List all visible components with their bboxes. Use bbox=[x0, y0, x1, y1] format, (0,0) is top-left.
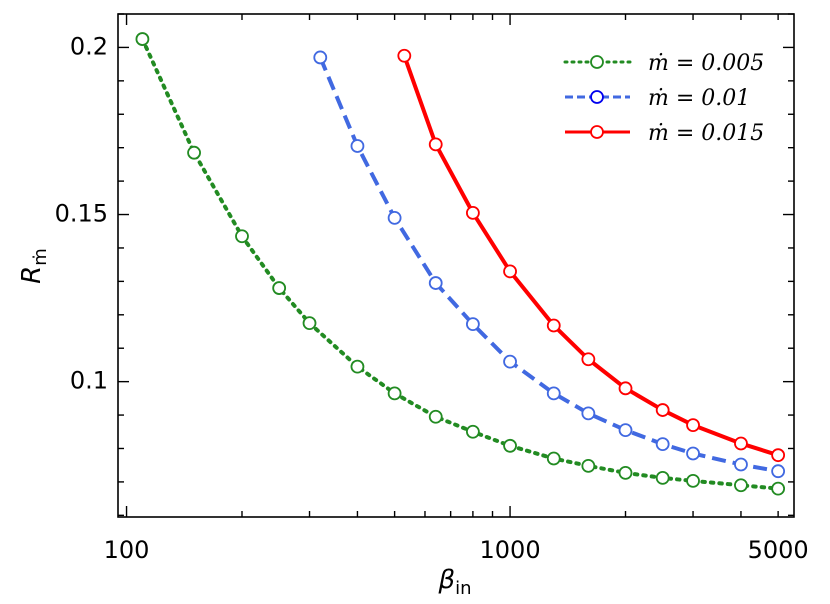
data-point bbox=[302, 316, 317, 331]
data-point bbox=[581, 406, 596, 421]
data-point bbox=[546, 451, 561, 466]
y-tick-label-0.2: 0.2 bbox=[70, 32, 108, 60]
data-point bbox=[503, 438, 517, 453]
series-line-1 bbox=[318, 56, 779, 474]
legend: ṁ = 0.005 ṁ = 0.01 ṁ = 0.015 bbox=[563, 51, 764, 146]
data-point bbox=[618, 465, 633, 480]
data-point bbox=[465, 317, 480, 332]
x-tick-label-1000: 1000 bbox=[480, 536, 541, 564]
x-tick-label-100: 100 bbox=[104, 536, 150, 564]
x-axis-title: βin bbox=[437, 565, 471, 599]
data-point bbox=[428, 137, 443, 152]
data-point bbox=[771, 481, 786, 496]
x-tick-labels: 100 1000 5000 bbox=[104, 536, 809, 564]
data-point bbox=[546, 386, 561, 401]
ticks-layer bbox=[118, 13, 794, 517]
y-tick-label-0.15: 0.15 bbox=[55, 200, 108, 228]
y-axis-title-main: R bbox=[17, 266, 47, 284]
legend-label-2: ṁ = 0.015 bbox=[648, 121, 764, 146]
data-point bbox=[686, 446, 700, 461]
legend-label-0: ṁ = 0.005 bbox=[648, 51, 764, 76]
data-point bbox=[581, 458, 596, 473]
data-point bbox=[350, 359, 365, 374]
x-tick-label-5000: 5000 bbox=[748, 536, 809, 564]
data-point bbox=[734, 436, 748, 451]
data-point bbox=[771, 464, 786, 479]
data-point bbox=[187, 145, 201, 160]
legend-marker-0 bbox=[590, 55, 604, 69]
data-point bbox=[771, 448, 786, 463]
data-point bbox=[503, 264, 517, 279]
data-point bbox=[350, 139, 365, 153]
y-tick-labels: 0.1 0.15 0.2 bbox=[55, 32, 108, 394]
y-tick-label-0.1: 0.1 bbox=[70, 367, 108, 395]
data-point bbox=[313, 50, 328, 65]
series-line-2 bbox=[402, 55, 779, 458]
data-point bbox=[546, 318, 561, 333]
data-point bbox=[581, 352, 596, 367]
data-point bbox=[734, 457, 748, 472]
data-point bbox=[655, 437, 670, 452]
y-axis-title-sub: ṁ bbox=[30, 248, 51, 266]
legend-label-1: ṁ = 0.01 bbox=[648, 86, 750, 111]
x-axis-title-main: β bbox=[437, 565, 455, 595]
data-point bbox=[686, 474, 700, 488]
data-point bbox=[465, 424, 480, 439]
data-point bbox=[618, 381, 633, 396]
data-point bbox=[618, 423, 633, 438]
legend-marker-1 bbox=[590, 90, 604, 104]
data-point bbox=[387, 210, 402, 225]
data-point bbox=[235, 229, 249, 244]
data-point bbox=[387, 386, 402, 401]
y-axis-title: Rṁ bbox=[17, 248, 51, 284]
series-layer bbox=[135, 32, 786, 496]
data-point bbox=[428, 276, 443, 290]
data-point bbox=[428, 409, 443, 424]
x-axis-title-sub: in bbox=[455, 578, 471, 599]
data-point bbox=[734, 478, 748, 493]
data-point bbox=[686, 418, 700, 432]
data-point bbox=[655, 470, 670, 485]
data-point bbox=[272, 281, 287, 295]
legend-marker-2 bbox=[590, 125, 604, 139]
data-point bbox=[655, 403, 670, 417]
data-point bbox=[397, 48, 412, 63]
data-point bbox=[465, 205, 480, 220]
data-point bbox=[503, 354, 517, 369]
data-point bbox=[135, 32, 150, 46]
plot-frame bbox=[117, 13, 795, 518]
